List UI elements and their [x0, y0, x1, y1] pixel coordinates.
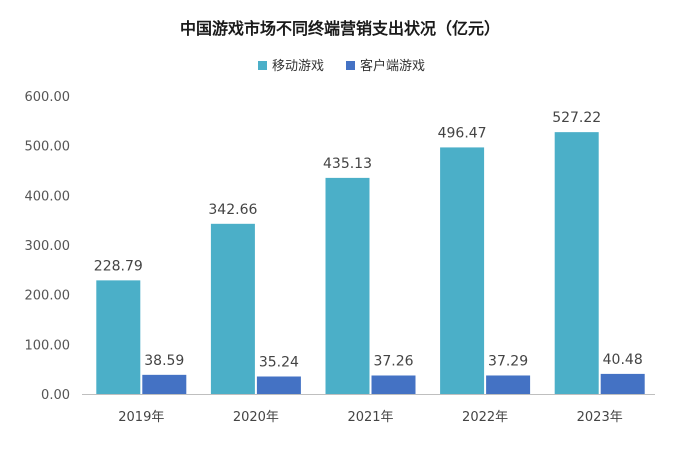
y-tick-label: 600.00	[25, 90, 71, 105]
bar-mobile-1	[96, 280, 141, 394]
bar-client-2	[256, 376, 301, 394]
legend-label-2: 客户端游戏	[360, 58, 425, 74]
data-label-client-5: 40.48	[603, 352, 643, 368]
data-label-mobile-5: 527.22	[552, 110, 601, 126]
data-label-mobile-3: 435.13	[323, 156, 372, 172]
legend-label-1: 移动游戏	[272, 59, 324, 74]
data-label-client-2: 35.24	[259, 354, 299, 370]
data-label-mobile-2: 342.66	[208, 202, 257, 218]
data-label-client-3: 37.26	[373, 353, 413, 369]
legend: 移动游戏 客户端游戏	[258, 58, 425, 74]
bar-mobile-5	[554, 132, 599, 394]
y-axis: 0.00 100.00 200.00 300.00 400.00 500.00 600.00	[25, 90, 71, 403]
data-label-mobile-4: 496.47	[438, 125, 487, 141]
y-tick-label: 100.00	[25, 338, 71, 353]
bar-mobile-2	[210, 223, 255, 394]
x-tick-label: 2019年	[118, 410, 164, 425]
x-tick-label: 2023年	[577, 410, 623, 425]
legend-swatch-1	[258, 61, 267, 70]
y-tick-label: 500.00	[25, 140, 71, 155]
x-tick-label: 2021年	[347, 410, 393, 425]
data-label-mobile-1: 228.79	[94, 258, 143, 274]
chart-title: 中国游戏市场不同终端营销支出状况（亿元）	[180, 19, 500, 38]
bar-mobile-4	[440, 147, 485, 394]
y-tick-label: 400.00	[25, 189, 71, 204]
y-tick-label: 0.00	[41, 388, 70, 403]
x-tick-label: 2020年	[233, 410, 279, 425]
x-tick-label: 2022年	[462, 410, 508, 425]
bar-client-1	[142, 374, 187, 394]
bars	[96, 132, 645, 394]
y-tick-label: 200.00	[25, 289, 71, 304]
data-labels: 228.79 38.59 342.66 35.24 435.13 37.26 496.47 3…	[94, 110, 643, 370]
bar-client-5	[600, 373, 645, 394]
data-label-client-1: 38.59	[144, 353, 184, 369]
x-axis: 2019年 2020年 2021年 2022年 2023年	[82, 394, 655, 425]
bar-client-4	[486, 375, 531, 394]
data-label-client-4: 37.29	[488, 353, 528, 369]
bar-mobile-3	[325, 177, 370, 394]
y-tick-label: 300.00	[25, 239, 71, 254]
legend-swatch-2	[346, 61, 355, 70]
bar-client-3	[371, 375, 416, 394]
